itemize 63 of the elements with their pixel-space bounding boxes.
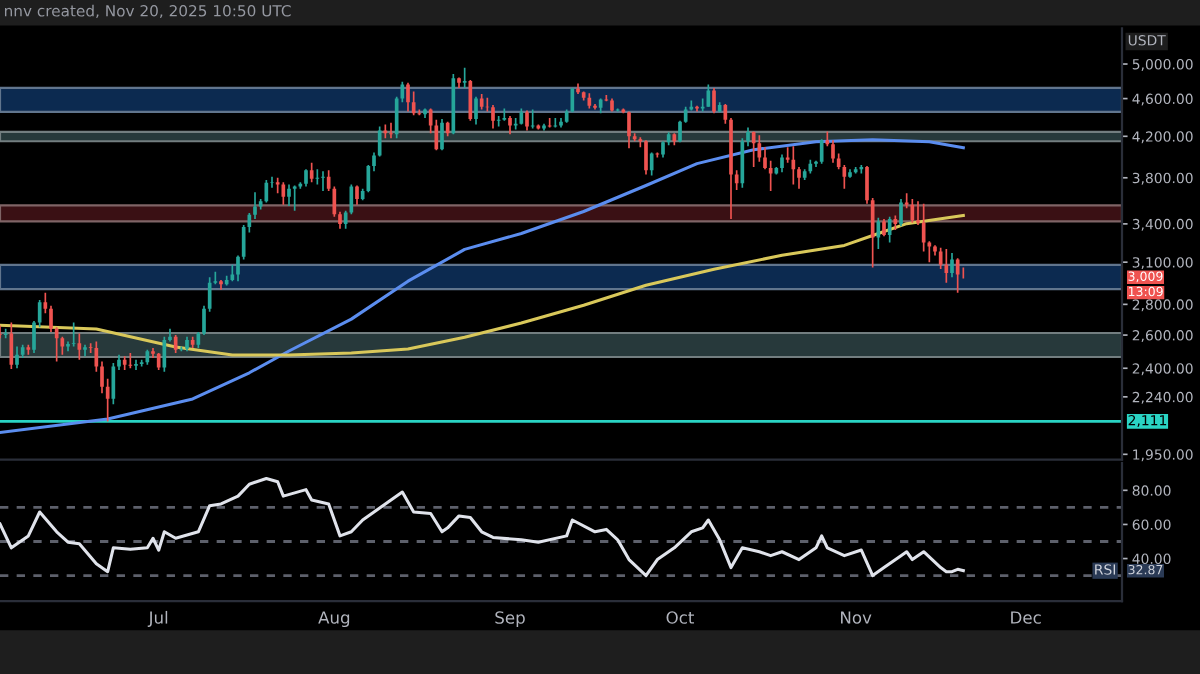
- candlestick: [406, 81, 410, 113]
- candlestick: [553, 117, 558, 129]
- candlestick: [649, 151, 654, 177]
- candlestick: [355, 184, 359, 206]
- candlestick: [411, 90, 416, 116]
- x-tick-label: Dec: [1011, 611, 1041, 624]
- candlestick: [474, 95, 478, 126]
- candlestick: [525, 109, 529, 132]
- candlestick: [134, 358, 138, 371]
- candlestick: [706, 83, 711, 108]
- candlestick: [791, 145, 796, 186]
- candlestick: [321, 170, 325, 192]
- candlestick: [876, 216, 881, 250]
- candlestick: [9, 321, 14, 370]
- x-tick-label: Aug: [318, 611, 350, 628]
- candlestick: [887, 215, 892, 244]
- candlestick: [944, 248, 949, 284]
- candlestick: [831, 139, 835, 164]
- candlestick: [644, 139, 648, 176]
- candlestick: [440, 118, 444, 152]
- candlestick: [111, 362, 116, 406]
- candlestick: [604, 94, 609, 103]
- x-tick-label: Jul: [147, 610, 168, 627]
- candlestick: [281, 181, 286, 206]
- candlestick: [950, 252, 954, 278]
- x-tick-label: Oct: [666, 611, 695, 624]
- candlestick: [128, 352, 133, 370]
- candlestick: [468, 79, 473, 122]
- candlestick: [502, 107, 507, 122]
- candlestick: [264, 179, 269, 204]
- candlestick: [530, 108, 535, 130]
- candlestick: [77, 332, 82, 361]
- candlestick: [389, 121, 393, 140]
- candlestick: [287, 183, 291, 207]
- line-series: [0, 138, 965, 435]
- candlestick: [899, 198, 903, 228]
- x-tick-label: Sep: [495, 611, 525, 628]
- candlestick: [71, 321, 76, 348]
- candlestick: [508, 115, 512, 136]
- line-series: [0, 213, 965, 357]
- candlestick: [955, 257, 960, 294]
- candlestick: [700, 97, 705, 113]
- candlestick: [309, 161, 314, 184]
- candlestick: [292, 184, 297, 212]
- line-series: [0, 477, 965, 578]
- candlestick: [655, 151, 660, 159]
- candlestick: [496, 115, 501, 128]
- candlestick: [179, 345, 184, 353]
- candlestick: [751, 130, 756, 168]
- candlestick: [513, 117, 518, 131]
- x-tick-label: Nov: [841, 611, 872, 624]
- candlestick: [139, 358, 144, 368]
- candlestick: [819, 138, 824, 165]
- candlestick: [462, 66, 467, 89]
- candlestick: [162, 335, 167, 373]
- candlestick: [712, 87, 716, 115]
- candlestick: [757, 134, 762, 163]
- candlestick: [547, 117, 552, 129]
- candlestick: [491, 104, 495, 130]
- candlestick: [15, 345, 19, 370]
- candlestick: [910, 198, 915, 224]
- candlestick: [627, 110, 631, 150]
- candlestick: [315, 168, 320, 186]
